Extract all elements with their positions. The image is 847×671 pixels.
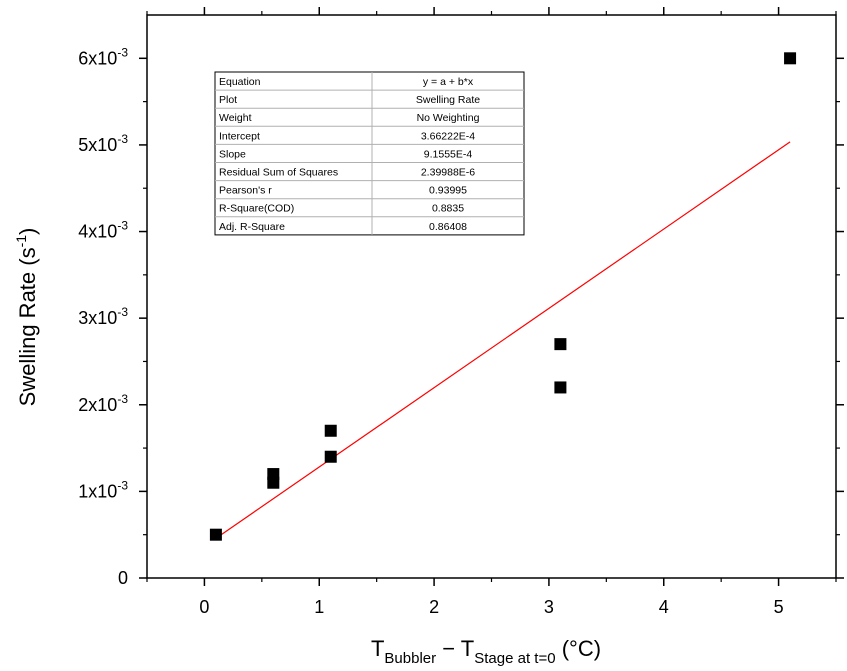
- fit-line-layer: [215, 141, 791, 539]
- data-point: [784, 52, 797, 65]
- data-point: [267, 476, 280, 489]
- table-row-label: Residual Sum of Squares: [219, 167, 338, 179]
- y-axis-label-close: ): [15, 228, 40, 235]
- x-axis-label-t1: T: [371, 636, 384, 661]
- y-axis-label-text: Swelling Rate (s: [15, 247, 40, 406]
- x-axis-ticks: 0 1 2 3 4 5: [146, 7, 837, 617]
- y-tick-label: 4x10-3: [78, 219, 128, 242]
- x-tick-label: 5: [774, 597, 784, 617]
- y-axis-label-superscript: -1: [13, 235, 29, 248]
- table-row-value: 0.86408: [429, 221, 467, 233]
- table-border: [214, 71, 525, 236]
- y-tick-label: 1x10-3: [78, 478, 128, 501]
- data-points-layer: [209, 52, 797, 541]
- x-axis-label-sub1: Bubbler: [384, 650, 436, 667]
- x-tick-label: 1: [314, 597, 324, 617]
- table-row-value: 2.39988E-6: [421, 167, 475, 179]
- y-tick-label: 0: [118, 568, 128, 588]
- x-axis-label-dash: − T: [436, 636, 474, 661]
- y-axis-ticks: 0 1x10-3 2x10-3 3x10-3 4x10-3 5x10-3 6x10-3: [78, 45, 844, 588]
- fit-statistics-table: Equation y = a + b*x Plot Swelling Rate Weig…: [214, 71, 525, 236]
- x-tick-label: 3: [544, 597, 554, 617]
- data-point: [554, 338, 567, 351]
- x-tick-label: 2: [429, 597, 439, 617]
- linear-fit-line: [215, 141, 791, 539]
- table-row-label: Slope: [219, 148, 246, 160]
- data-point: [324, 424, 337, 437]
- x-tick-label: 4: [659, 597, 669, 617]
- table-row-label: Equation: [219, 76, 261, 88]
- data-point: [324, 450, 337, 463]
- y-tick-label: 2x10-3: [78, 392, 128, 415]
- table-row-label: Plot: [219, 94, 237, 106]
- x-tick-label: 0: [199, 597, 209, 617]
- y-tick-label: 6x10-3: [78, 45, 128, 68]
- table-row-value: 0.93995: [429, 185, 467, 197]
- table-row-label: R-Square(COD): [219, 203, 294, 215]
- y-tick-label: 5x10-3: [78, 132, 128, 155]
- table-row-label: Adj. R-Square: [219, 221, 285, 233]
- table-row-label: Intercept: [219, 130, 260, 142]
- data-point: [209, 528, 222, 541]
- table-row-value: 3.66222E-4: [421, 130, 475, 142]
- x-axis-label-sub2: Stage at t=0: [474, 650, 555, 667]
- table-row-value: Swelling Rate: [416, 94, 480, 106]
- table-row-value: 0.8835: [432, 203, 464, 215]
- y-axis-label: Swelling Rate (s-1): [13, 228, 40, 407]
- x-axis-label-unit: (°C): [556, 636, 601, 661]
- table-row-value: y = a + b*x: [423, 76, 474, 88]
- data-point: [554, 381, 567, 394]
- y-tick-label: 3x10-3: [78, 305, 128, 328]
- x-axis-label: TBubbler − TStage at t=0 (°C): [371, 636, 601, 667]
- table-row-value: 9.1555E-4: [424, 148, 473, 160]
- table-row-label: Weight: [219, 112, 252, 124]
- table-row-value: No Weighting: [417, 112, 480, 124]
- table-row-label: Pearson's r: [219, 185, 272, 197]
